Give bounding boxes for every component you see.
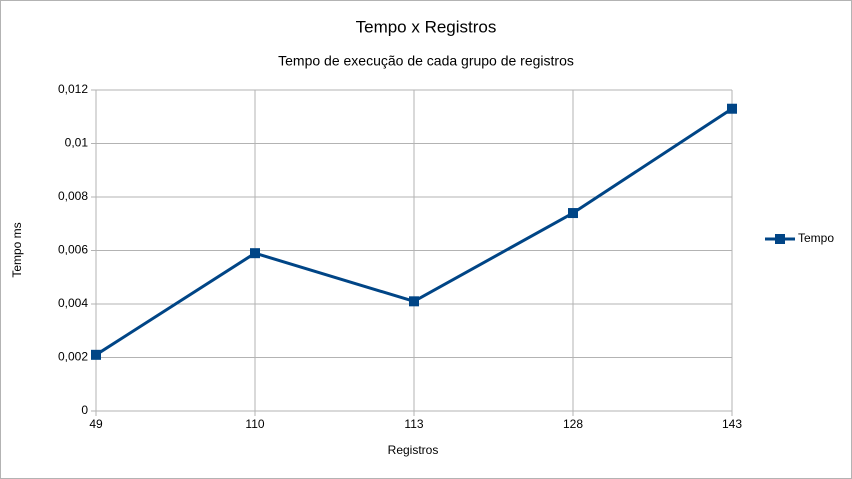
legend-label: Tempo [798, 231, 834, 245]
y-tick-label: 0,012 [58, 82, 88, 96]
y-tick-label: 0 [81, 403, 88, 417]
y-tick-label: 0,006 [58, 243, 88, 257]
y-tick-label: 0,002 [58, 350, 88, 364]
data-point [91, 349, 101, 360]
x-tick-label: 128 [563, 417, 583, 431]
chart-subtitle: Tempo de execução de cada grupo de regis… [278, 53, 574, 69]
data-point [568, 208, 578, 219]
x-tick-label: 49 [89, 417, 103, 431]
data-point [727, 103, 737, 114]
y-tick-label: 0,004 [58, 296, 88, 310]
data-point [250, 248, 260, 259]
x-axis-label: Registros [388, 443, 439, 457]
x-tick-label: 110 [245, 417, 264, 431]
x-tick-label: 113 [404, 417, 423, 431]
y-axis-label: Tempo ms [10, 222, 24, 277]
y-tick-label: 0,01 [65, 136, 89, 150]
legend-marker [775, 234, 785, 244]
chart-title: Tempo x Registros [356, 17, 497, 36]
y-tick-label: 0,008 [58, 189, 88, 203]
data-point [409, 296, 419, 307]
x-tick-label: 143 [722, 417, 742, 431]
